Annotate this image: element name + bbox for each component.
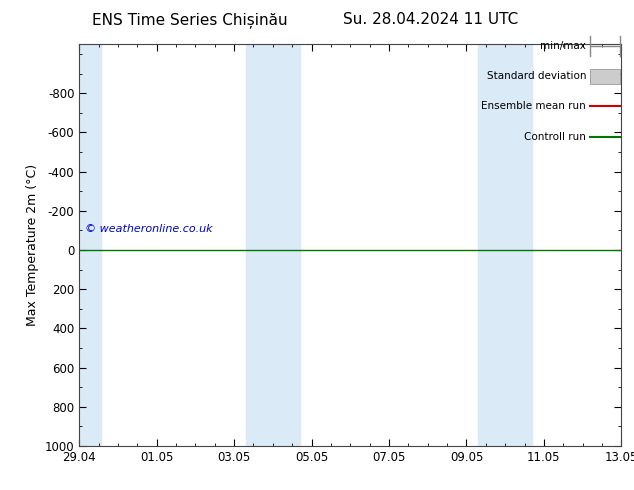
- Text: © weatheronline.co.uk: © weatheronline.co.uk: [85, 224, 212, 234]
- Bar: [246, 44, 300, 446]
- Text: Standard deviation: Standard deviation: [486, 71, 586, 81]
- Text: Controll run: Controll run: [524, 131, 586, 142]
- Text: min/max: min/max: [540, 41, 586, 51]
- Text: Su. 28.04.2024 11 UTC: Su. 28.04.2024 11 UTC: [344, 12, 519, 27]
- Text: ENS Time Series Chișinău: ENS Time Series Chișinău: [93, 12, 288, 28]
- Bar: [590, 69, 620, 84]
- Bar: [79, 44, 101, 446]
- Y-axis label: Max Temperature 2m (°C): Max Temperature 2m (°C): [26, 164, 39, 326]
- Text: Ensemble mean run: Ensemble mean run: [481, 101, 586, 111]
- Bar: [478, 44, 533, 446]
